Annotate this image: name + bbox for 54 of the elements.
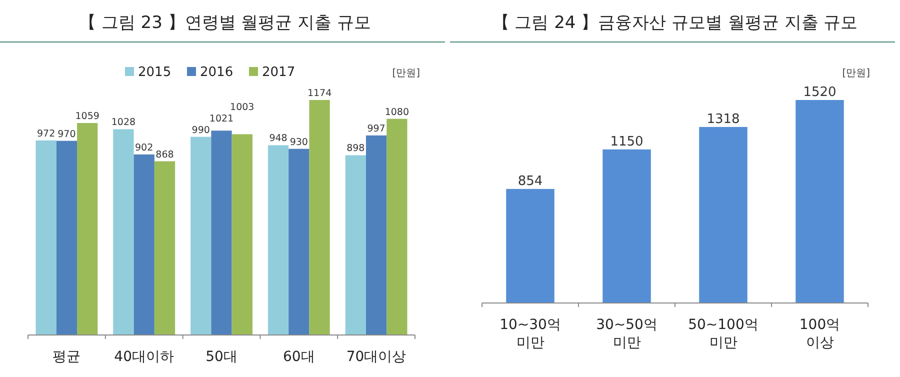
bar	[134, 154, 154, 335]
x-tick-label: 50~100억 미만	[688, 317, 758, 351]
bar	[796, 100, 844, 303]
data-label: 902	[135, 142, 154, 154]
data-label: 1174	[307, 88, 332, 99]
bar	[232, 134, 252, 335]
bar	[190, 136, 212, 335]
bar	[309, 100, 330, 335]
bar	[211, 130, 232, 335]
bar	[345, 155, 366, 335]
data-label: 1021	[209, 113, 234, 124]
bar	[154, 161, 176, 335]
bar	[366, 135, 387, 335]
data-label: 948	[269, 133, 288, 144]
bar	[386, 118, 408, 335]
data-label: 868	[156, 149, 174, 160]
data-label: 1520	[803, 85, 836, 100]
bar	[506, 188, 554, 303]
data-label: 1003	[230, 102, 254, 113]
data-label: 1150	[610, 134, 644, 150]
chart-title: 【 그림 24 】금융자산 규모별 월평균 지출 규모	[492, 13, 858, 33]
bar	[699, 126, 748, 303]
bar	[268, 145, 289, 335]
bar	[288, 148, 310, 335]
data-label: 1028	[111, 117, 136, 128]
data-label: 970	[58, 128, 76, 140]
bar	[602, 149, 651, 303]
data-label: 1059	[75, 111, 100, 122]
x-tick-label: 10~30억 미만	[500, 317, 561, 351]
chart-title: 【 그림 23 】연령별 월평균 지출 규모	[78, 13, 372, 33]
x-tick-label: 50대	[206, 349, 238, 365]
legend-label: 2016	[200, 65, 234, 80]
data-label: 930	[290, 136, 308, 148]
text: [만원]	[392, 68, 420, 79]
data-label: 1318	[706, 112, 740, 127]
x-tick-label: 100억 이상	[799, 317, 840, 351]
legend-label: 2015	[138, 65, 172, 80]
data-label: 997	[367, 123, 386, 134]
data-label: 972	[36, 128, 56, 140]
bar	[113, 129, 134, 335]
data-label: 854	[518, 174, 543, 189]
x-tick-label: 평균	[52, 349, 81, 365]
data-label: 898	[346, 143, 365, 154]
bar	[36, 140, 56, 335]
legend-label: 2017	[262, 65, 296, 80]
data-label: 990	[192, 124, 210, 136]
x-tick-label: 30~50억 미만	[596, 317, 658, 351]
data-label: 1080	[384, 106, 410, 118]
x-tick-label: 40대이하	[114, 349, 174, 365]
text: [만원]	[842, 68, 870, 79]
bar	[56, 140, 78, 335]
bar	[77, 123, 98, 335]
x-tick-label: 70대이상	[346, 349, 406, 365]
x-tick-label: 60대	[282, 349, 315, 365]
